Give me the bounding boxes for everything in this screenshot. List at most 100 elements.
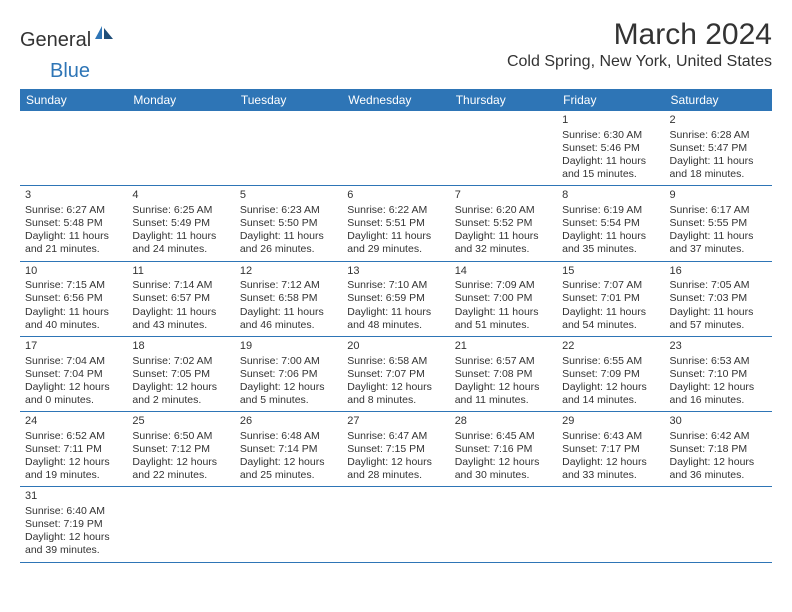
day-ss: Sunset: 7:15 PM <box>347 443 445 456</box>
day-cell: 31Sunrise: 6:40 AMSunset: 7:19 PMDayligh… <box>20 487 127 561</box>
day-cell: 6Sunrise: 6:22 AMSunset: 5:51 PMDaylight… <box>342 186 449 260</box>
weeks-container: 1Sunrise: 6:30 AMSunset: 5:46 PMDaylight… <box>20 111 772 563</box>
day-number: 3 <box>25 189 123 203</box>
day-number: 31 <box>25 490 123 504</box>
day-ss: Sunset: 6:57 PM <box>132 292 230 305</box>
day-sr: Sunrise: 7:15 AM <box>25 279 123 292</box>
day-d2: and 2 minutes. <box>132 394 230 407</box>
day-d2: and 21 minutes. <box>25 243 123 256</box>
day-number: 9 <box>670 189 768 203</box>
day-d1: Daylight: 12 hours <box>25 381 123 394</box>
month-title: March 2024 <box>507 18 772 51</box>
day-number: 16 <box>670 265 768 279</box>
day-ss: Sunset: 7:06 PM <box>240 368 338 381</box>
day-ss: Sunset: 7:17 PM <box>562 443 660 456</box>
day-d2: and 57 minutes. <box>670 319 768 332</box>
day-d2: and 36 minutes. <box>670 469 768 482</box>
day-cell: 28Sunrise: 6:45 AMSunset: 7:16 PMDayligh… <box>450 412 557 486</box>
day-sr: Sunrise: 7:10 AM <box>347 279 445 292</box>
day-d1: Daylight: 12 hours <box>455 381 553 394</box>
day-d1: Daylight: 12 hours <box>562 456 660 469</box>
day-number: 14 <box>455 265 553 279</box>
day-d1: Daylight: 11 hours <box>562 230 660 243</box>
day-number: 18 <box>132 340 230 354</box>
weekday-saturday: Saturday <box>665 89 772 111</box>
day-d2: and 30 minutes. <box>455 469 553 482</box>
day-number: 2 <box>670 114 768 128</box>
weekday-header-row: Sunday Monday Tuesday Wednesday Thursday… <box>20 89 772 111</box>
day-cell: 1Sunrise: 6:30 AMSunset: 5:46 PMDaylight… <box>557 111 664 185</box>
day-ss: Sunset: 7:09 PM <box>562 368 660 381</box>
day-ss: Sunset: 7:10 PM <box>670 368 768 381</box>
day-d1: Daylight: 12 hours <box>455 456 553 469</box>
day-sr: Sunrise: 6:43 AM <box>562 430 660 443</box>
day-d2: and 15 minutes. <box>562 168 660 181</box>
day-cell-empty <box>450 111 557 185</box>
day-cell-empty <box>127 487 234 561</box>
day-sr: Sunrise: 6:40 AM <box>25 505 123 518</box>
day-number: 13 <box>347 265 445 279</box>
day-cell: 20Sunrise: 6:58 AMSunset: 7:07 PMDayligh… <box>342 337 449 411</box>
day-sr: Sunrise: 6:23 AM <box>240 204 338 217</box>
day-ss: Sunset: 7:01 PM <box>562 292 660 305</box>
day-d1: Daylight: 12 hours <box>562 381 660 394</box>
day-d2: and 0 minutes. <box>25 394 123 407</box>
day-ss: Sunset: 7:05 PM <box>132 368 230 381</box>
day-cell-empty <box>342 487 449 561</box>
calendar-page: General March 2024 Cold Spring, New York… <box>0 0 792 573</box>
day-ss: Sunset: 7:07 PM <box>347 368 445 381</box>
day-ss: Sunset: 7:18 PM <box>670 443 768 456</box>
day-cell: 30Sunrise: 6:42 AMSunset: 7:18 PMDayligh… <box>665 412 772 486</box>
day-sr: Sunrise: 6:52 AM <box>25 430 123 443</box>
weekday-wednesday: Wednesday <box>342 89 449 111</box>
day-number: 29 <box>562 415 660 429</box>
day-ss: Sunset: 5:46 PM <box>562 142 660 155</box>
day-d2: and 43 minutes. <box>132 319 230 332</box>
day-number: 20 <box>347 340 445 354</box>
day-ss: Sunset: 7:11 PM <box>25 443 123 456</box>
logo-sail-icon <box>93 24 115 47</box>
day-ss: Sunset: 7:00 PM <box>455 292 553 305</box>
day-number: 23 <box>670 340 768 354</box>
day-number: 10 <box>25 265 123 279</box>
day-cell: 27Sunrise: 6:47 AMSunset: 7:15 PMDayligh… <box>342 412 449 486</box>
day-sr: Sunrise: 6:17 AM <box>670 204 768 217</box>
week-row: 10Sunrise: 7:15 AMSunset: 6:56 PM Dayligh… <box>20 262 772 337</box>
day-number: 21 <box>455 340 553 354</box>
day-sr: Sunrise: 6:53 AM <box>670 355 768 368</box>
weekday-tuesday: Tuesday <box>235 89 342 111</box>
day-d1: Daylight: 11 hours <box>562 306 660 319</box>
day-sr: Sunrise: 7:00 AM <box>240 355 338 368</box>
day-number: 1 <box>562 114 660 128</box>
day-cell: 12Sunrise: 7:12 AMSunset: 6:58 PMDayligh… <box>235 262 342 336</box>
day-cell: 7Sunrise: 6:20 AMSunset: 5:52 PMDaylight… <box>450 186 557 260</box>
day-cell: 10Sunrise: 7:15 AMSunset: 6:56 PMDayligh… <box>20 262 127 336</box>
day-d1: Daylight: 12 hours <box>670 381 768 394</box>
day-d1: Daylight: 11 hours <box>670 230 768 243</box>
day-d2: and 39 minutes. <box>25 544 123 557</box>
location-text: Cold Spring, New York, United States <box>507 53 772 71</box>
day-cell: 17Sunrise: 7:04 AMSunset: 7:04 PMDayligh… <box>20 337 127 411</box>
logo-text-blue: Blue <box>50 60 90 82</box>
day-ss: Sunset: 6:56 PM <box>25 292 123 305</box>
day-cell: 13Sunrise: 7:10 AMSunset: 6:59 PMDayligh… <box>342 262 449 336</box>
day-d2: and 16 minutes. <box>670 394 768 407</box>
day-d1: Daylight: 11 hours <box>455 230 553 243</box>
day-cell-empty <box>127 111 234 185</box>
day-cell: 24Sunrise: 6:52 AMSunset: 7:11 PMDayligh… <box>20 412 127 486</box>
day-ss: Sunset: 6:58 PM <box>240 292 338 305</box>
day-sr: Sunrise: 6:27 AM <box>25 204 123 217</box>
weekday-friday: Friday <box>557 89 664 111</box>
day-cell: 9Sunrise: 6:17 AMSunset: 5:55 PMDaylight… <box>665 186 772 260</box>
day-ss: Sunset: 5:48 PM <box>25 217 123 230</box>
day-d2: and 22 minutes. <box>132 469 230 482</box>
day-sr: Sunrise: 7:02 AM <box>132 355 230 368</box>
day-d1: Daylight: 11 hours <box>347 230 445 243</box>
day-sr: Sunrise: 7:07 AM <box>562 279 660 292</box>
day-sr: Sunrise: 7:04 AM <box>25 355 123 368</box>
day-number: 24 <box>25 415 123 429</box>
day-cell-empty <box>235 487 342 561</box>
day-d2: and 54 minutes. <box>562 319 660 332</box>
day-ss: Sunset: 5:50 PM <box>240 217 338 230</box>
day-d1: Daylight: 12 hours <box>347 456 445 469</box>
